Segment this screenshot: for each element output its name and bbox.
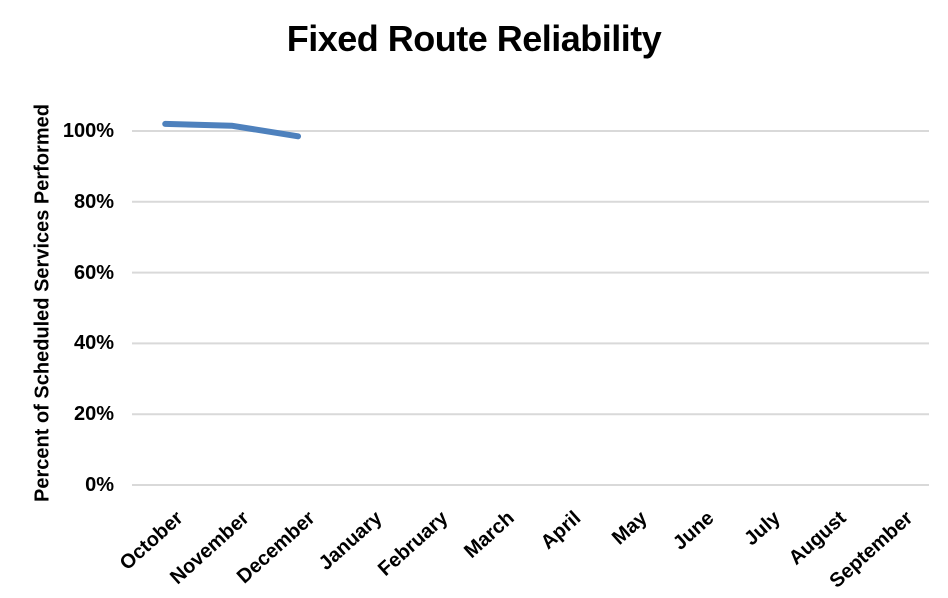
y-tick-label: 100%: [62, 120, 114, 142]
chart-title: Fixed Route Reliability: [286, 18, 662, 59]
y-tick-label: 80%: [73, 190, 114, 213]
y-tick-label: 20%: [73, 403, 114, 426]
y-tick-label: 0%: [85, 474, 114, 496]
y-tick-label: 40%: [73, 332, 114, 355]
y-tick-label: 60%: [73, 261, 114, 284]
reliability-line-series: [162, 120, 302, 140]
